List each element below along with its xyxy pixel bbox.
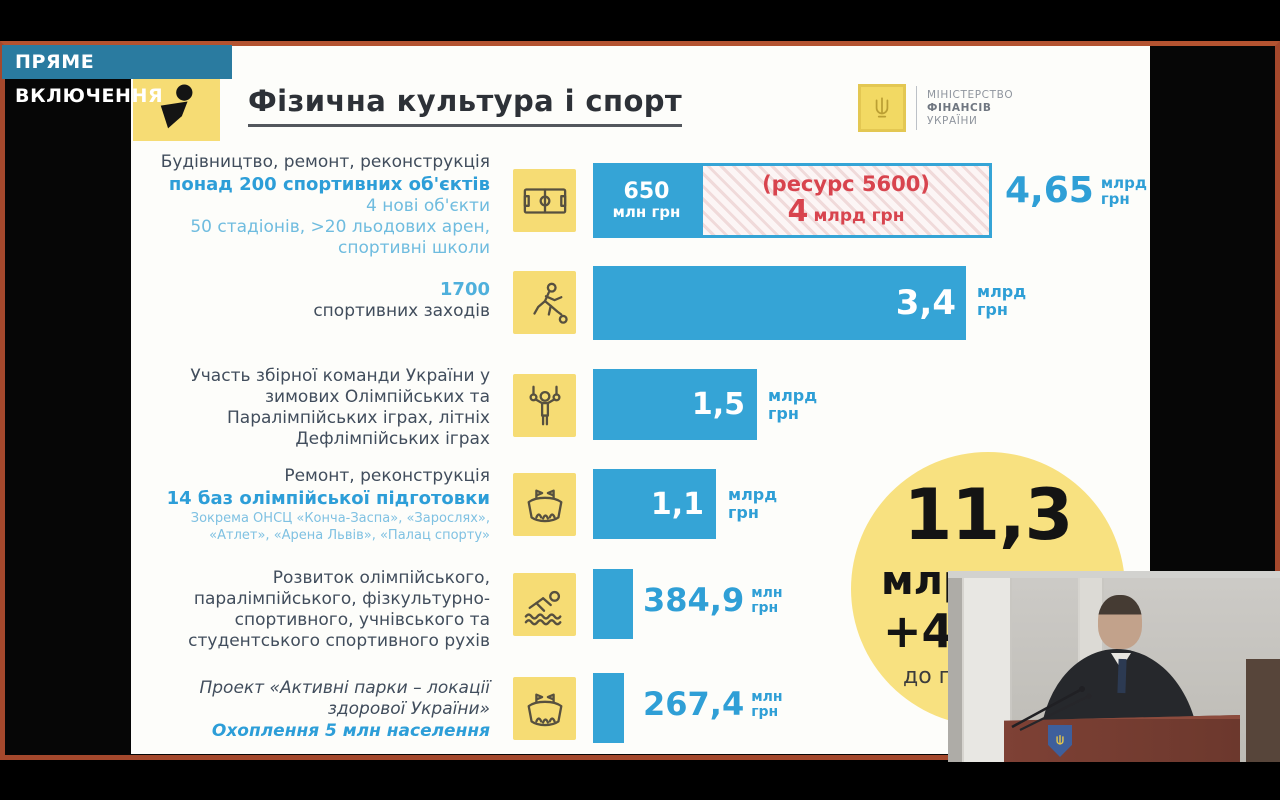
wall-strip — [948, 578, 962, 762]
trident-icon — [858, 84, 906, 132]
bar-active-parks-value: 267,4 млн грн — [643, 687, 789, 721]
row-line: Будівництво, ремонт, реконструкція — [160, 152, 490, 172]
bar-olympic-teams: 1,5 — [593, 369, 757, 440]
row-label-construction: Будівництво, ремонт, реконструкція понад… — [150, 152, 490, 259]
bar-unit: млрд грн — [728, 485, 778, 522]
bar-unit: млн грн — [751, 689, 783, 720]
bar-value: 1,5 — [691, 387, 745, 422]
wood-panel — [1246, 659, 1280, 762]
bar-value: 384,9 — [643, 581, 745, 619]
microphones — [1011, 686, 1092, 731]
bar-unit: млрд грн — [768, 386, 818, 423]
stadium-icon — [513, 677, 576, 740]
slide-logo — [133, 75, 220, 141]
row-line: спортивні школи — [337, 238, 490, 258]
row-line: спортивного, учнівського та — [234, 610, 490, 630]
row-line: Дефлімпійських іграх — [295, 429, 490, 449]
row-line: 4 нові об'єкти — [366, 196, 490, 216]
bar-construction-resource: (ресурс 5600) 4 млрд грн — [700, 163, 992, 238]
video-top-edge — [948, 571, 1280, 578]
row-line: «Атлет», «Арена Львів», «Палац спорту» — [209, 528, 490, 543]
total-budget-note: до п — [903, 664, 954, 689]
row-line: паралімпійського, фізкультурно- — [193, 589, 490, 609]
bar-unit: млрд грн — [977, 282, 1027, 319]
row-label-development: Розвиток олімпійського, паралімпійського… — [150, 568, 490, 652]
bar-value: 267,4 — [643, 685, 745, 723]
person-icon — [160, 84, 192, 129]
row-label-events: 1700 спортивних заходів — [150, 278, 490, 322]
bar-value: 3,4 — [895, 283, 956, 323]
running-player-icon — [513, 271, 576, 334]
ministry-logo: МІНІСТЕРСТВО ФІНАНСІВ УКРАЇНИ — [858, 84, 1013, 132]
row-label-olympic-teams: Участь збірної команди України у зимових… — [150, 366, 490, 450]
speaker-head — [1098, 595, 1142, 649]
swimmer-icon — [513, 573, 576, 636]
podium — [1004, 715, 1240, 762]
bar-events: 3,4 — [593, 266, 966, 340]
bar-value: 1,1 — [650, 486, 704, 522]
bar-construction-funded: 650 млн грн — [593, 163, 700, 238]
live-badge: ПРЯМЕ ВКЛЮЧЕННЯ — [2, 45, 232, 107]
ministry-line2: ФІНАНСІВ — [927, 101, 992, 114]
row-line: спортивних заходів — [313, 301, 490, 321]
bar-bases: 1,1 — [593, 469, 716, 539]
bar-unit: млн грн — [612, 203, 681, 221]
row-line: понад 200 спортивних об'єктів — [168, 174, 490, 195]
row-line: Проект «Активні парки – локації — [199, 678, 490, 698]
ministry-line1: МІНІСТЕРСТВО — [927, 88, 1014, 101]
row-line: 1700 — [439, 279, 490, 300]
row-line: Розвиток олімпійського, — [272, 568, 490, 588]
football-pitch-icon — [513, 169, 576, 232]
total-unit: млрд грн — [1100, 174, 1147, 208]
row-total-construction: 4,65 млрд грн — [1005, 172, 1147, 210]
row-label-bases: Ремонт, реконструкція 14 баз олімпійсько… — [150, 466, 490, 544]
wall-pilaster — [962, 578, 1012, 762]
row-line: Охоплення 5 млн населення — [211, 721, 490, 741]
row-line: здорової України» — [327, 699, 490, 719]
bar-unit: млн грн — [751, 585, 783, 616]
row-line: 14 баз олімпійської підготовки — [166, 488, 490, 509]
bar-development — [593, 569, 633, 639]
row-line: зимових Олімпійських та — [265, 387, 490, 407]
bar-active-parks — [593, 673, 624, 743]
stadium-icon — [513, 473, 576, 536]
total-value: 4,65 — [1005, 170, 1094, 211]
bar-development-value: 384,9 млн грн — [643, 583, 789, 617]
bar-bases-unit: млрд грн — [728, 483, 778, 522]
page-title: Фізична культура і спорт — [248, 84, 683, 127]
ministry-line3: УКРАЇНИ — [927, 114, 978, 127]
resource-unit: млрд грн — [813, 205, 905, 226]
gymnast-rings-icon — [513, 374, 576, 437]
row-line: Ремонт, реконструкція — [284, 466, 490, 486]
row-label-active-parks: Проект «Активні парки – локації здорової… — [150, 678, 490, 743]
row-line: Паралімпійських іграх, літніх — [227, 408, 490, 428]
resource-note: (ресурс 5600) — [762, 171, 930, 196]
speaker-video-inset — [948, 571, 1280, 762]
total-budget-value: 11,3 — [903, 474, 1074, 556]
row-line: студентського спортивного рухів — [188, 631, 490, 651]
bar-events-unit: млрд грн — [977, 280, 1027, 319]
bar-olympic-teams-unit: млрд грн — [768, 384, 818, 423]
ministry-name: МІНІСТЕРСТВО ФІНАНСІВ УКРАЇНИ — [927, 89, 1013, 128]
resource-value: 4 — [787, 193, 809, 229]
bar-value: 650 — [623, 179, 670, 204]
divider — [916, 86, 917, 130]
row-line: 50 стадіонів, >20 льодових арен, — [190, 217, 490, 237]
resource-value-line: 4 млрд грн — [787, 193, 905, 231]
row-line: Участь збірної команди України у — [190, 366, 490, 386]
row-line: Зокрема ОНСЦ «Конча-Заспа», «Зарослях», — [190, 511, 490, 526]
